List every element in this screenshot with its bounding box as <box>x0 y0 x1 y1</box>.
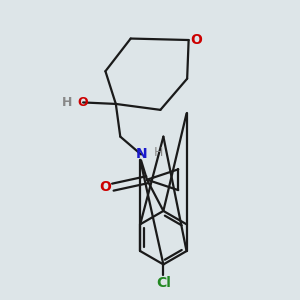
Text: O: O <box>190 33 202 47</box>
Text: O: O <box>78 96 88 109</box>
Text: H: H <box>61 96 72 109</box>
Text: Cl: Cl <box>156 276 171 290</box>
Text: H: H <box>154 146 164 160</box>
Text: N: N <box>135 148 147 161</box>
Text: O: O <box>100 180 111 194</box>
